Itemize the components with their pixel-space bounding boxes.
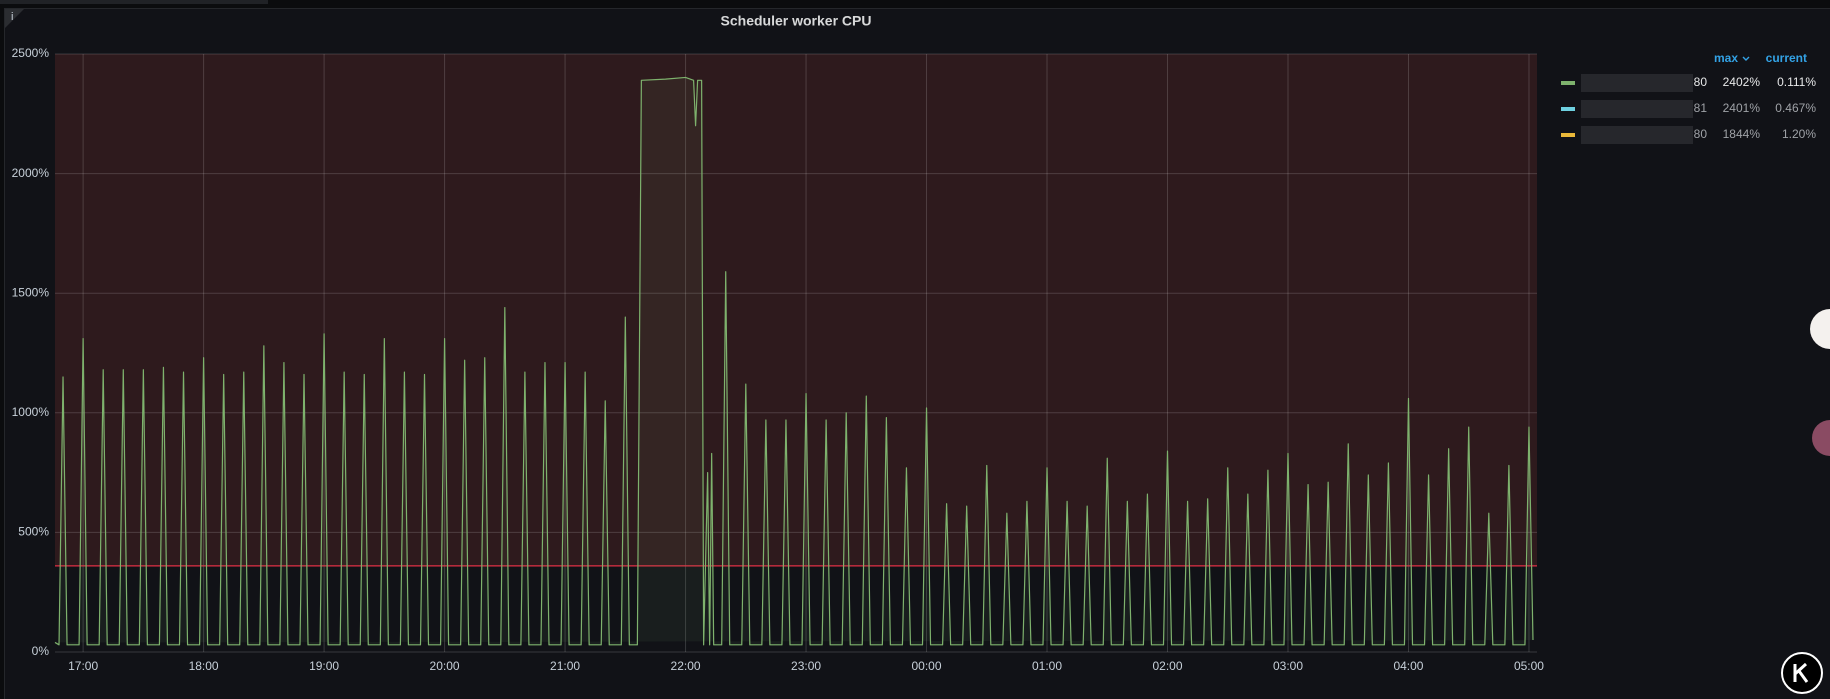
x-tick-label: 00:00 [912,659,942,673]
threshold-region [55,54,1537,566]
legend-name-redacted [1581,126,1693,144]
legend-header-max[interactable]: max [1714,51,1738,65]
y-tick-label: 2500% [12,46,50,60]
legend-name-redacted [1581,74,1693,92]
assistant-logo [1793,662,1809,683]
legend-name-redacted [1581,100,1693,118]
y-tick-label: 0% [32,644,50,658]
legend-name: 80 [1694,127,1708,141]
info-corner[interactable] [5,9,24,28]
legend-name: 80 [1694,75,1708,89]
y-tick-label: 500% [18,525,49,539]
x-tick-label: 01:00 [1032,659,1062,673]
legend-max: 2401% [1723,101,1761,115]
legend: max current 80 2402% 0.111% 81 2401% 0.467% 80… [1561,51,1816,144]
legend-swatch [1561,81,1575,85]
side-avatar[interactable] [1810,309,1830,349]
legend-current: 0.111% [1777,75,1816,89]
sort-indicator [1742,56,1750,61]
x-tick-label: 05:00 [1514,659,1544,673]
x-tick-label: 18:00 [189,659,219,673]
legend-max: 2402% [1723,75,1761,89]
x-tick-label: 02:00 [1152,659,1182,673]
legend-current: 1.20% [1782,127,1816,141]
legend-swatch [1561,107,1575,111]
legend-swatch [1561,133,1575,137]
y-tick-label: 1000% [12,405,50,419]
x-tick-label: 22:00 [671,659,701,673]
x-tick-label: 21:00 [550,659,580,673]
series-line [54,76,1534,646]
x-tick-label: 17:00 [68,659,98,673]
info-icon[interactable]: i [11,11,13,23]
legend-header-current[interactable]: current [1766,51,1807,65]
side-widget[interactable] [1812,420,1830,456]
legend-current: 0.467% [1775,101,1816,115]
x-tick-label: 23:00 [791,659,821,673]
legend-name: 81 [1694,101,1708,115]
top-bar [0,0,268,4]
x-tick-label: 19:00 [309,659,339,673]
x-tick-label: 04:00 [1393,659,1423,673]
x-tick-label: 03:00 [1273,659,1303,673]
plot-area: 0% 500% 1000% 1500% 2000% 2500% 17:00 18:00 19:0… [12,46,1545,673]
y-tick-label: 1500% [12,285,50,299]
legend-max: 1844% [1723,127,1761,141]
x-tick-label: 20:00 [430,659,460,673]
y-tick-label: 2000% [12,166,50,180]
panel-title[interactable]: Scheduler worker CPU [721,13,872,29]
